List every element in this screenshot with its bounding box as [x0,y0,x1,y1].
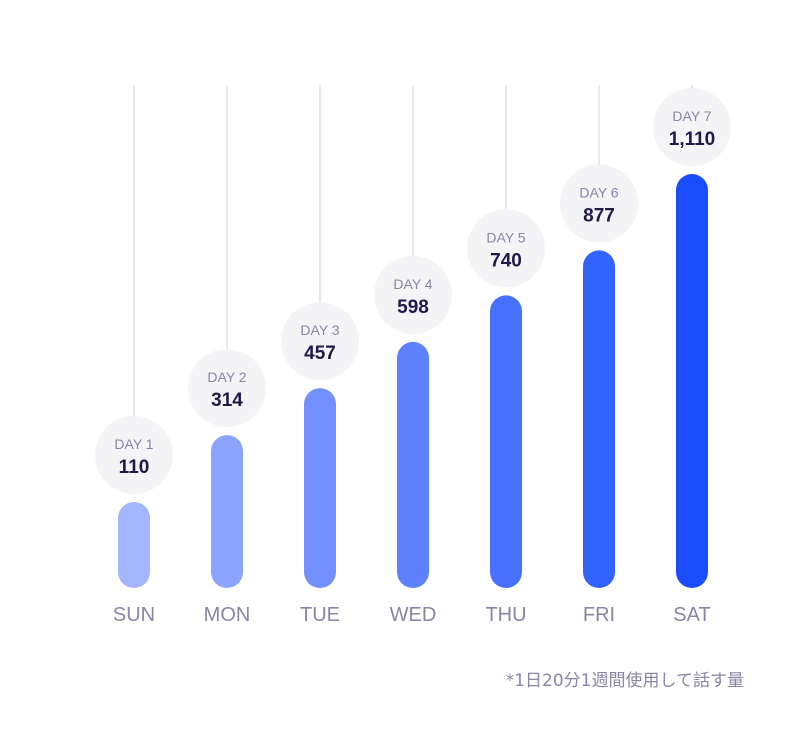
day-label: DAY 3 [300,322,339,338]
day-label: DAY 6 [579,184,618,200]
category-label: FRI [583,604,615,626]
day-label: DAY 2 [207,369,246,385]
value-bubble [95,416,173,494]
value-label: 740 [490,250,522,271]
value-bubble [281,302,359,381]
value-label: 1,110 [669,129,716,150]
category-label: TUE [300,604,340,626]
category-label: WED [390,604,437,626]
value-bubble [467,209,545,288]
category-label: SUN [113,604,155,626]
bar-sat [676,174,708,588]
category-label: SAT [673,604,710,626]
value-label: 877 [583,205,615,226]
day-label: DAY 5 [486,229,525,245]
value-bubble [188,349,266,428]
category-label: MON [204,604,251,626]
bar-sun [118,502,150,588]
day-label: DAY 1 [114,436,153,452]
bar-fri [583,250,615,588]
bar-thu [490,295,522,588]
value-label: 110 [119,457,150,478]
value-bubble [374,255,452,334]
value-label: 457 [304,343,336,364]
bar-mon [211,435,243,588]
value-label: 314 [211,390,243,411]
category-label: THU [485,604,526,626]
value-label: 598 [397,297,429,318]
bar-wed [397,341,429,588]
day-label: DAY 4 [393,276,432,292]
day-label: DAY 7 [672,108,711,124]
value-bubble [560,164,638,243]
bar-tue [304,388,336,588]
value-bubble [653,88,731,166]
footnote: *1日20分1週間使用して話す量 [505,671,744,691]
